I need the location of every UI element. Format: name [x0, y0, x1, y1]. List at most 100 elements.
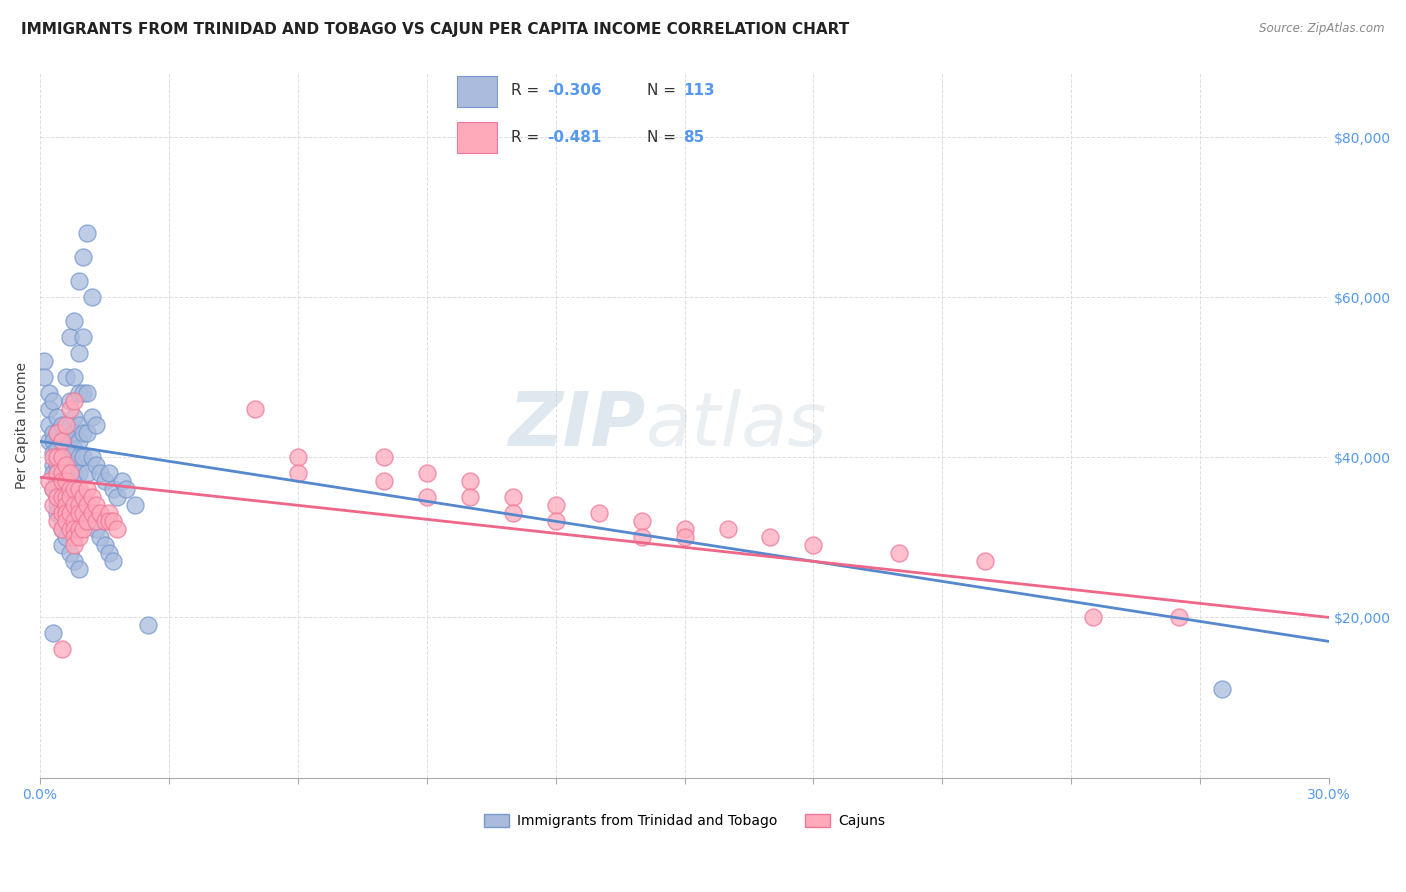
Point	[63, 530, 86, 544]
Point	[55, 458, 77, 473]
Point	[1167, 610, 1189, 624]
Point	[59, 458, 82, 473]
Point	[46, 426, 69, 441]
Point	[42, 450, 65, 465]
Point	[59, 522, 82, 536]
Point	[889, 546, 911, 560]
Point	[803, 538, 825, 552]
Point	[72, 506, 94, 520]
Point	[80, 491, 103, 505]
Text: N =: N =	[647, 83, 681, 97]
Point	[67, 434, 90, 449]
Point	[458, 475, 481, 489]
Text: R =: R =	[510, 130, 544, 145]
Text: 85: 85	[683, 130, 704, 145]
Point	[107, 522, 129, 536]
Point	[93, 538, 115, 552]
Point	[80, 450, 103, 465]
Point	[59, 402, 82, 417]
Text: IMMIGRANTS FROM TRINIDAD AND TOBAGO VS CAJUN PER CAPITA INCOME CORRELATION CHART: IMMIGRANTS FROM TRINIDAD AND TOBAGO VS C…	[21, 22, 849, 37]
Point	[46, 491, 69, 505]
Point	[72, 522, 94, 536]
Point	[67, 346, 90, 360]
Point	[80, 506, 103, 520]
Point	[63, 426, 86, 441]
Point	[373, 450, 395, 465]
Point	[101, 483, 124, 497]
Point	[72, 450, 94, 465]
Point	[84, 418, 107, 433]
Point	[59, 546, 82, 560]
FancyBboxPatch shape	[457, 122, 496, 153]
Point	[46, 442, 69, 457]
Point	[51, 450, 73, 465]
Point	[80, 290, 103, 304]
Point	[59, 491, 82, 505]
Point	[55, 450, 77, 465]
Point	[63, 394, 86, 409]
Point	[51, 642, 73, 657]
Point	[51, 491, 73, 505]
Point	[107, 491, 129, 505]
Point	[373, 475, 395, 489]
Point	[84, 514, 107, 528]
Point	[76, 483, 98, 497]
Point	[63, 370, 86, 384]
Point	[42, 426, 65, 441]
Point	[63, 514, 86, 528]
Point	[67, 418, 90, 433]
Text: atlas: atlas	[645, 389, 827, 461]
Point	[673, 530, 696, 544]
Point	[46, 475, 69, 489]
Point	[84, 458, 107, 473]
Point	[55, 475, 77, 489]
Point	[759, 530, 782, 544]
Point	[67, 467, 90, 481]
Point	[287, 467, 309, 481]
Point	[76, 386, 98, 401]
Point	[46, 467, 69, 481]
FancyBboxPatch shape	[457, 76, 496, 106]
Point	[55, 483, 77, 497]
Point	[76, 426, 98, 441]
Point	[287, 450, 309, 465]
Text: R =: R =	[510, 83, 544, 97]
Point	[59, 330, 82, 344]
Point	[42, 467, 65, 481]
Point	[38, 418, 60, 433]
Point	[416, 467, 439, 481]
Point	[72, 498, 94, 512]
Point	[55, 530, 77, 544]
Point	[97, 546, 120, 560]
Point	[38, 386, 60, 401]
Point	[67, 483, 90, 497]
Point	[55, 506, 77, 520]
Point	[55, 498, 77, 512]
Point	[63, 467, 86, 481]
Point	[51, 538, 73, 552]
Point	[458, 491, 481, 505]
Point	[51, 506, 73, 520]
Point	[59, 434, 82, 449]
Point	[46, 506, 69, 520]
Point	[67, 274, 90, 288]
Point	[716, 522, 738, 536]
Point	[76, 498, 98, 512]
Point	[51, 458, 73, 473]
Point	[76, 467, 98, 481]
Point	[59, 450, 82, 465]
Point	[136, 618, 159, 632]
Point	[55, 426, 77, 441]
Point	[93, 475, 115, 489]
Point	[502, 506, 524, 520]
Point	[51, 467, 73, 481]
Point	[89, 467, 111, 481]
Point	[72, 386, 94, 401]
Point	[76, 514, 98, 528]
Point	[97, 467, 120, 481]
Point	[1211, 682, 1233, 697]
Point	[67, 450, 90, 465]
Point	[46, 458, 69, 473]
Point	[51, 418, 73, 433]
Point	[34, 370, 56, 384]
